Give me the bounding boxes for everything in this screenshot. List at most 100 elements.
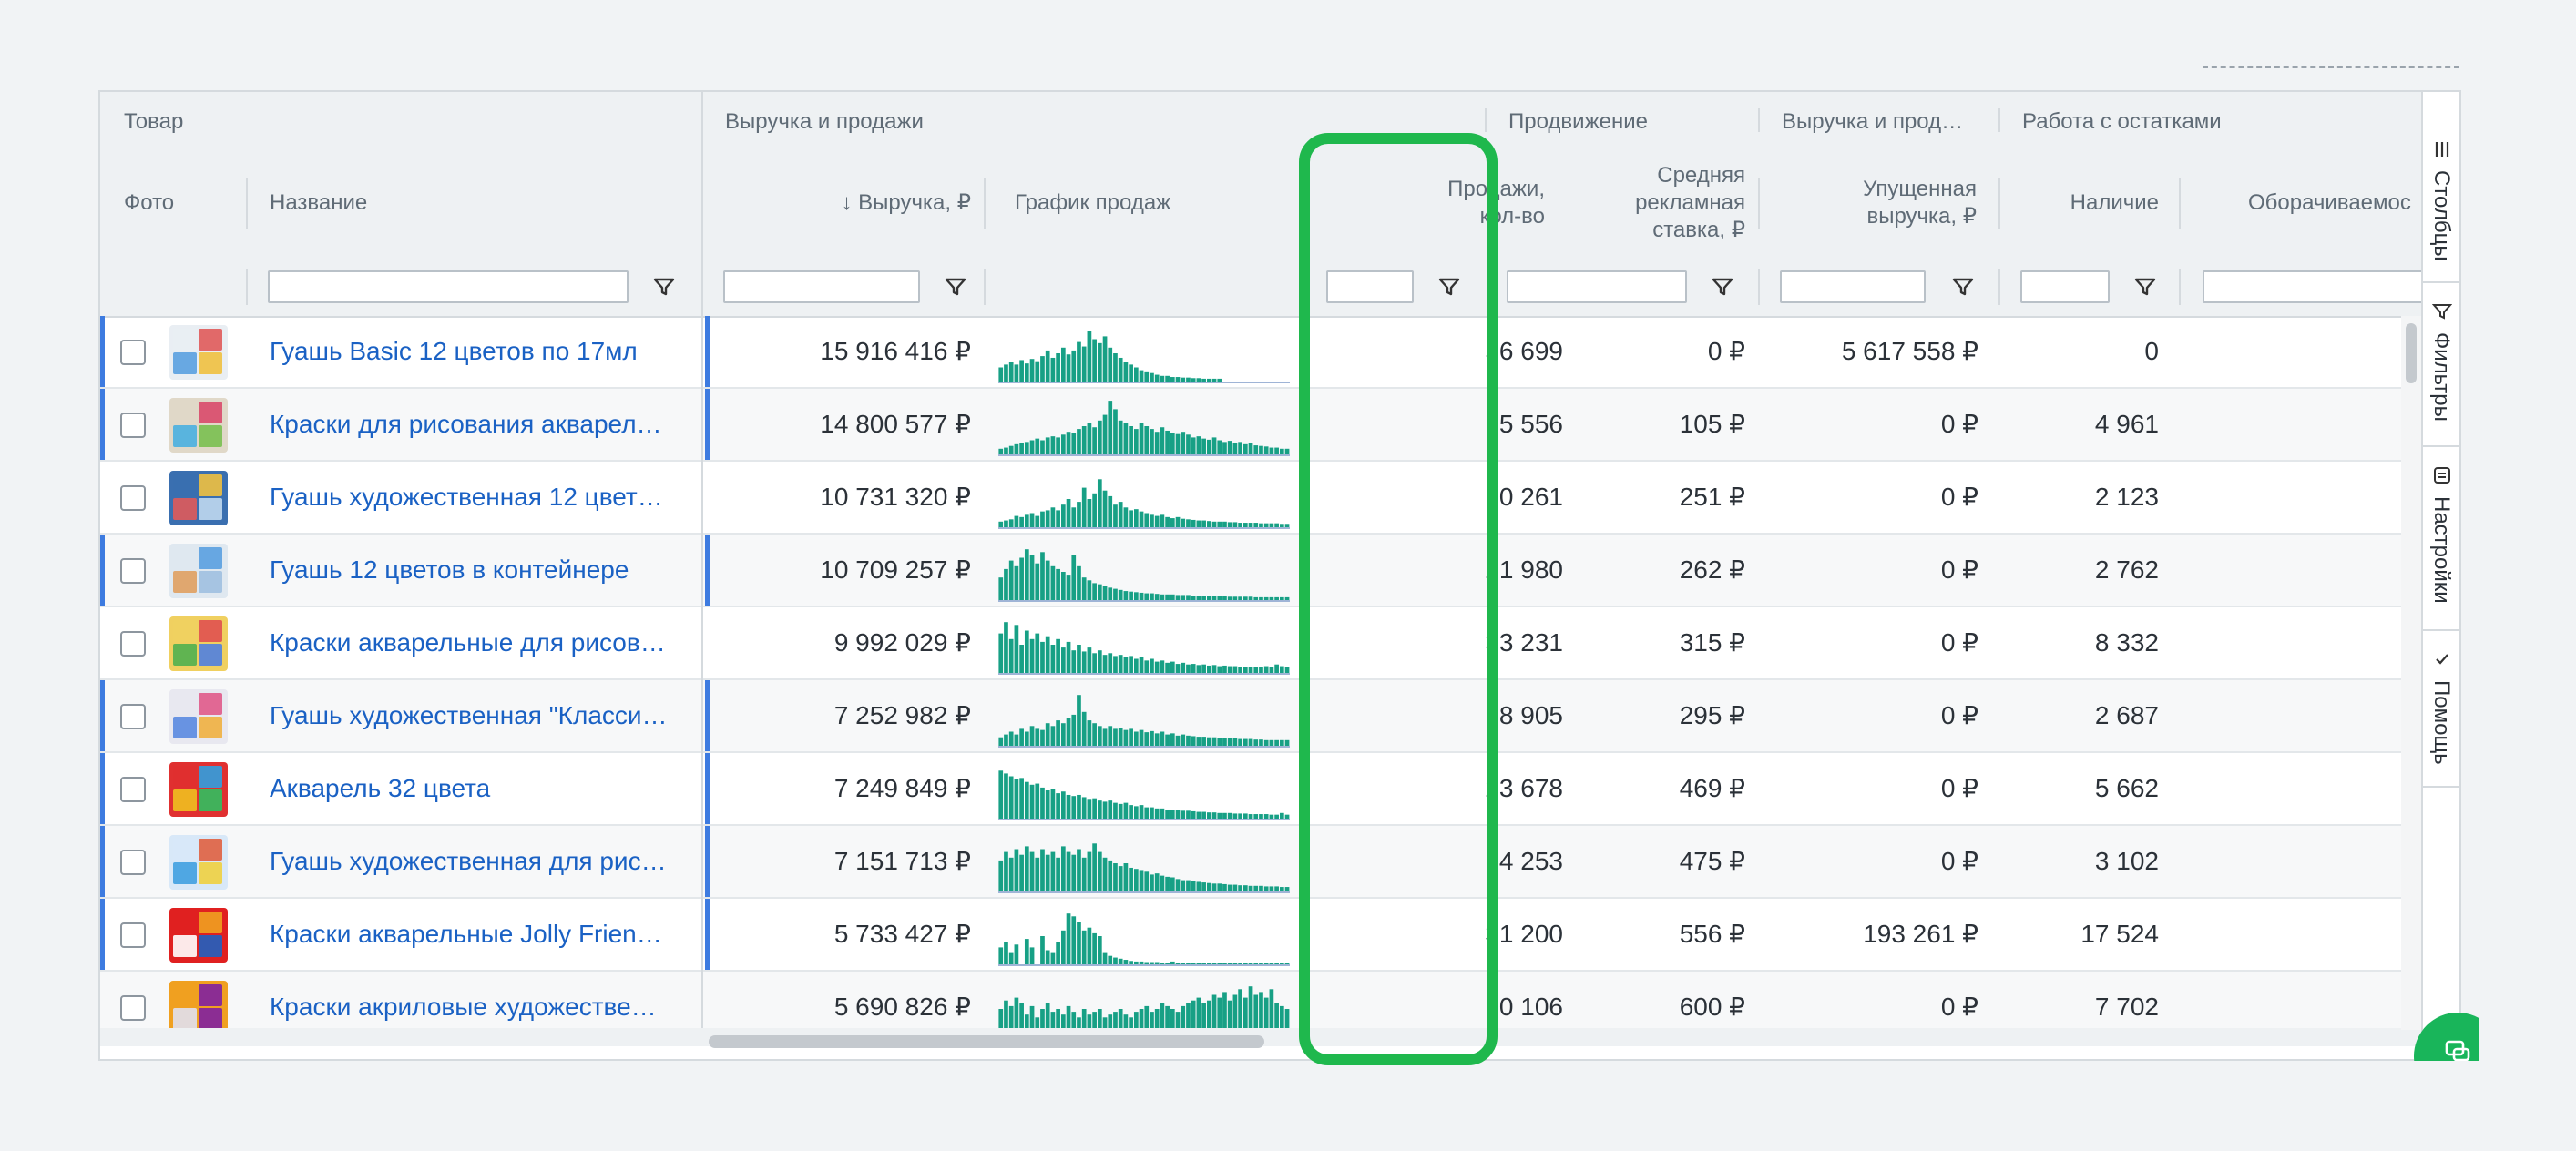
revenue-filter-input[interactable]	[723, 270, 920, 303]
sales-qty-filter-input[interactable]	[1326, 270, 1414, 303]
product-name-link[interactable]: Краски акварельные Jolly Frien…	[270, 920, 662, 948]
sparkline-bar	[1253, 994, 1259, 1037]
product-photo[interactable]	[169, 398, 228, 453]
row-checkbox[interactable]	[120, 485, 146, 511]
row-checkbox[interactable]	[120, 922, 146, 948]
filter-funnel-icon[interactable]	[652, 275, 676, 299]
row-checkbox[interactable]	[120, 704, 146, 729]
name-filter-input[interactable]	[268, 270, 629, 303]
product-photo[interactable]	[169, 616, 228, 671]
sparkline-bar	[1123, 802, 1129, 819]
table-row[interactable]: Акварель 32 цвета 7 249 849 ₽ 23 678 469 ₽ 0…	[100, 753, 2421, 826]
product-photo[interactable]	[169, 325, 228, 380]
sparkline-bar	[1035, 857, 1040, 891]
col-avg-ad-bid-line2[interactable]: рекламная	[1635, 190, 1745, 215]
column-resizer[interactable]	[1758, 178, 1760, 229]
sparkline-bar	[1248, 814, 1253, 819]
sparkline-bar	[1242, 963, 1248, 964]
product-name-link[interactable]: Гуашь 12 цветов в контейнере	[270, 555, 629, 584]
sparkline-bar	[1004, 1000, 1008, 1037]
row-checkbox[interactable]	[120, 558, 146, 584]
sparkline-bar	[1108, 860, 1113, 891]
stock-filter-input[interactable]	[2020, 270, 2110, 303]
filter-funnel-icon[interactable]	[1951, 275, 1975, 299]
sparkline-bar	[1186, 664, 1191, 673]
col-revenue-sorted[interactable]: ↓ Выручка, ₽	[841, 190, 972, 215]
col-turnover[interactable]: Оборачиваемос	[2248, 190, 2411, 215]
vertical-scrollbar[interactable]	[2401, 316, 2421, 1030]
product-photo[interactable]	[169, 981, 228, 1035]
side-tab-settings[interactable]: Настройки	[2423, 445, 2459, 631]
col-lost-revenue-line2[interactable]: выручка, ₽	[1866, 204, 1977, 229]
sparkline-bar	[1087, 851, 1092, 891]
col-avg-ad-bid-line3[interactable]: ставка, ₽	[1652, 218, 1745, 242]
side-tab-filters[interactable]: Фильтры	[2423, 281, 2459, 447]
sparkline-bar	[1175, 1012, 1181, 1037]
turnover-filter-input[interactable]	[2203, 270, 2439, 303]
sparkline-bar	[1227, 596, 1232, 600]
column-resizer[interactable]	[1998, 178, 2000, 229]
table-row[interactable]: Гуашь художественная 12 цвет… 10 731 320 …	[100, 462, 2421, 535]
sparkline-bar	[1175, 963, 1181, 964]
filter-funnel-icon[interactable]	[1711, 275, 1734, 299]
ad-bid-filter-input[interactable]	[1507, 270, 1687, 303]
table-row[interactable]: Краски акварельные Jolly Frien… 5 733 427…	[100, 899, 2421, 972]
table-row[interactable]: Краски для рисования акварел… 14 800 577 …	[100, 389, 2421, 462]
col-lost-revenue-line1[interactable]: Упущенная	[1863, 177, 1977, 201]
sparkline-bar	[1238, 596, 1242, 600]
product-photo[interactable]	[169, 471, 228, 525]
table-row[interactable]: Гуашь Basic 12 цветов по 17мл 15 916 416 …	[100, 316, 2421, 389]
product-name-link[interactable]: Акварель 32 цвета	[270, 774, 491, 802]
product-photo[interactable]	[169, 689, 228, 744]
horizontal-scrollbar-thumb[interactable]	[709, 1035, 1264, 1048]
product-photo[interactable]	[169, 908, 228, 963]
col-sales-chart[interactable]: График продаж	[1015, 190, 1171, 215]
sparkline-bar	[1217, 738, 1222, 746]
table-row[interactable]: Гуашь художественная для рис… 7 151 713 ₽…	[100, 826, 2421, 899]
product-name-link[interactable]: Гуашь художественная для рис…	[270, 847, 667, 875]
column-resizer[interactable]	[246, 178, 248, 229]
product-photo[interactable]	[169, 544, 228, 598]
row-checkbox[interactable]	[120, 777, 146, 802]
col-stock[interactable]: Наличие	[2070, 190, 2159, 215]
table-row[interactable]: Гуашь художественная "Класси… 7 252 982 ₽…	[100, 680, 2421, 753]
col-sales-qty-line1[interactable]: Продажи,	[1447, 177, 1545, 201]
product-name-link[interactable]: Краски для рисования акварел…	[270, 410, 662, 438]
col-avg-ad-bid-line1[interactable]: Средняя	[1657, 163, 1745, 188]
sparkline-bar	[1222, 963, 1227, 964]
col-name[interactable]: Название	[270, 190, 368, 215]
side-tab-help[interactable]: Помощь	[2423, 629, 2459, 788]
filter-funnel-icon[interactable]	[1437, 275, 1461, 299]
filter-funnel-icon[interactable]	[944, 275, 967, 299]
table-row[interactable]: Краски акварельные для рисов… 9 992 029 ₽…	[100, 607, 2421, 680]
column-resizer[interactable]	[984, 178, 986, 229]
filter-funnel-icon[interactable]	[2133, 275, 2157, 299]
row-checkbox[interactable]	[120, 413, 146, 438]
lost-revenue-filter-input[interactable]	[1780, 270, 1926, 303]
product-name-link[interactable]: Гуашь художественная 12 цвет…	[270, 483, 663, 511]
side-tab-columns[interactable]: Столбцы	[2423, 123, 2459, 283]
sparkline-bar	[1175, 810, 1181, 819]
photo-tile	[199, 547, 222, 569]
sparkline-bar	[1227, 963, 1232, 964]
product-photo[interactable]	[169, 835, 228, 890]
sparkline-bar	[1160, 427, 1165, 454]
product-name-link[interactable]: Гуашь художественная "Класси…	[270, 701, 668, 729]
sparkline-bar	[1284, 1009, 1290, 1037]
product-name-link[interactable]: Краски акварельные для рисов…	[270, 628, 666, 657]
vertical-scrollbar-thumb[interactable]	[2406, 323, 2417, 383]
product-photo[interactable]	[169, 762, 228, 817]
row-checkbox[interactable]	[120, 850, 146, 875]
chat-fab[interactable]	[2414, 1013, 2479, 1061]
row-checkbox[interactable]	[120, 631, 146, 657]
sparkline-bar	[1248, 523, 1253, 527]
row-checkbox[interactable]	[120, 340, 146, 365]
col-sales-qty-line2[interactable]: кол-во	[1479, 204, 1545, 229]
table-row[interactable]: Гуашь 12 цветов в контейнере 10 709 257 ₽…	[100, 535, 2421, 607]
col-photo[interactable]: Фото	[124, 190, 175, 215]
sparkline-bar	[1139, 511, 1144, 527]
row-checkbox[interactable]	[120, 995, 146, 1021]
sparkline-bar	[1102, 414, 1108, 454]
column-resizer[interactable]	[2179, 178, 2181, 229]
product-name-link[interactable]: Гуашь Basic 12 цветов по 17мл	[270, 337, 638, 365]
